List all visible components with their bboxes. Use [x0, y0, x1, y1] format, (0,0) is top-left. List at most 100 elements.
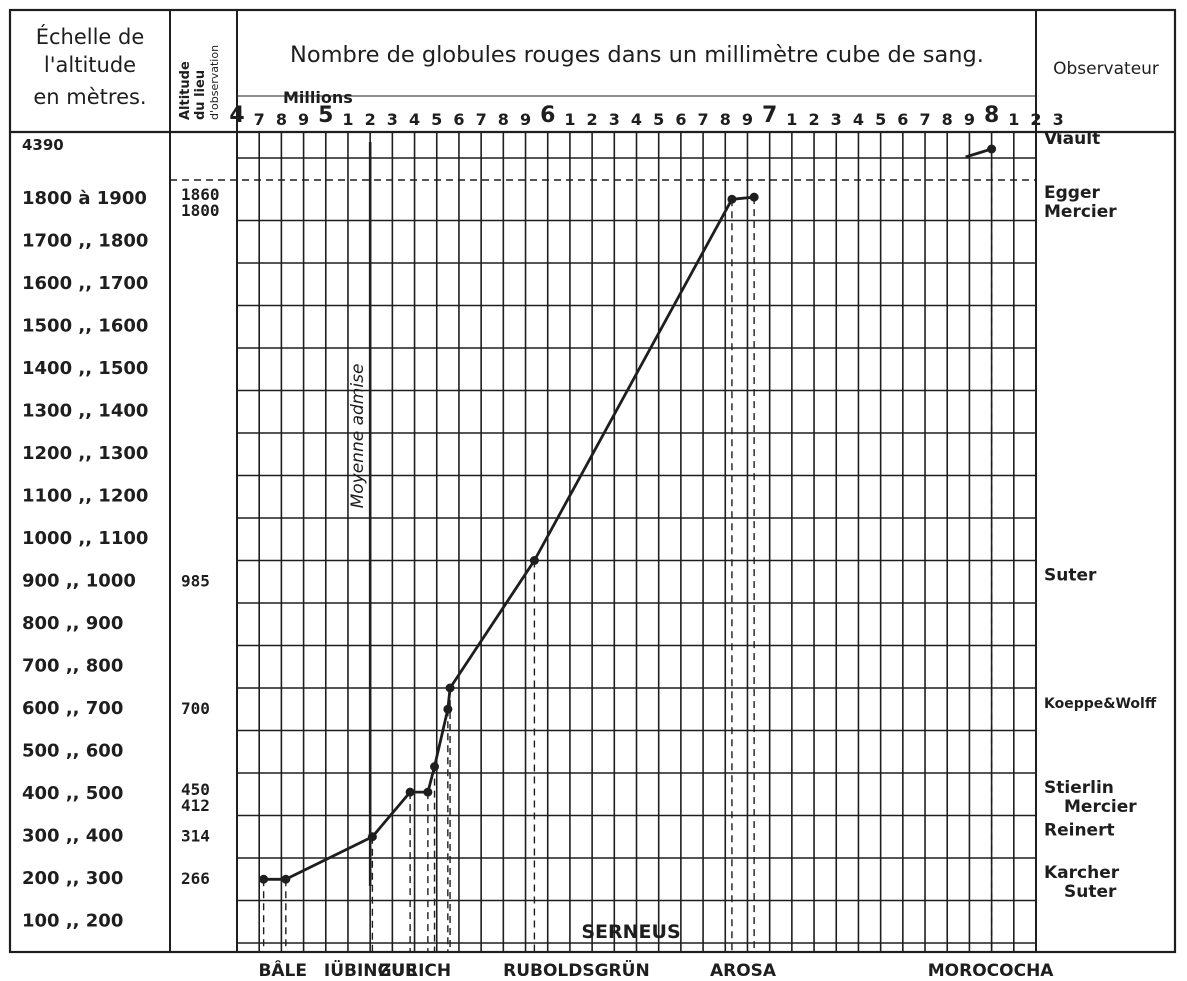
top-tick-label: 7	[762, 103, 777, 128]
altitude-title-line-3: d'observation	[208, 45, 221, 120]
top-tick-label: 7	[254, 110, 265, 129]
top-tick-label: 8	[942, 110, 953, 129]
scale-row-label: 900 ,, 1000	[22, 571, 136, 592]
top-tick-label: 4	[409, 110, 420, 129]
top-tick-label: 3	[609, 110, 620, 129]
scale-row-label: 200 ,, 300	[22, 868, 123, 889]
morococha-segment	[965, 147, 993, 159]
observer-name: Reinert	[1044, 821, 1115, 841]
data-point	[987, 144, 997, 154]
scale-row-label: 1400 ,, 1500	[22, 358, 148, 379]
scale-row-label: 800 ,, 900	[22, 613, 123, 634]
altitude-title-line-1: Altitude	[178, 61, 193, 120]
top-tick-label: 8	[720, 110, 731, 129]
top-tick-label: 3	[387, 110, 398, 129]
data-point	[443, 704, 453, 714]
observer-name: Suter	[1064, 882, 1117, 902]
altitude-title-line-2: du lieu	[193, 70, 208, 120]
scale-row-label: 1700 ,, 1800	[22, 231, 148, 252]
altitude-value: 450	[181, 780, 210, 799]
altitude-value: 985	[181, 572, 210, 591]
top-tick-label: 5	[318, 103, 333, 128]
chart-title: Nombre de globules rouges dans un millim…	[290, 42, 984, 68]
grid	[170, 133, 1059, 952]
top-tick-label: 6	[897, 110, 908, 129]
top-tick-label: 4	[853, 110, 864, 129]
top-tick-label: 1	[786, 110, 797, 129]
observer-name: Karcher	[1044, 863, 1120, 883]
altitude-value: 412	[181, 796, 210, 815]
data-point	[727, 194, 737, 204]
altitude-value: 1800	[181, 201, 220, 220]
top-tick-label: 8	[276, 110, 287, 129]
data-point	[749, 192, 759, 202]
drop-guides	[262, 149, 993, 952]
place-label: BÂLE	[258, 959, 307, 981]
altitude-column-title: Altitude du lieu d'observation	[178, 45, 221, 120]
scale-row-label: 600 ,, 700	[22, 698, 123, 719]
scale-row-label: 300 ,, 400	[22, 826, 123, 847]
scale-row-label: 1600 ,, 1700	[22, 273, 148, 294]
scale-row-label: 1200 ,, 1300	[22, 443, 148, 464]
scale-row-label: 1300 ,, 1400	[22, 401, 148, 422]
observer-name: Mercier	[1044, 202, 1117, 222]
data-point	[529, 556, 539, 565]
top-tick-label: 3	[1053, 110, 1064, 129]
top-tick-label: 2	[1030, 110, 1041, 129]
data-point	[430, 762, 440, 772]
top-tick-label: 2	[808, 110, 819, 129]
place-label: IÜBINGUE	[324, 959, 417, 981]
data-point	[405, 787, 415, 797]
scale-row-label: 1000 ,, 1100	[22, 528, 148, 549]
observer-name: Egger	[1044, 183, 1100, 203]
top-tick-label: 6	[675, 110, 686, 129]
altitude-value: 700	[181, 699, 210, 718]
top-tick-label: 2	[587, 110, 598, 129]
data-point	[281, 874, 291, 884]
serneus-label: SERNEUS	[581, 921, 680, 943]
scale-column-title-3: en mètres.	[33, 85, 146, 109]
observer-column-title: Observateur	[1053, 59, 1159, 79]
scale-row-label: 1800 à 1900	[22, 188, 147, 209]
top-tick-label: 6	[453, 110, 464, 129]
top-tick-label: 7	[919, 110, 930, 129]
data-point	[259, 874, 269, 884]
top-tick-label: 9	[742, 110, 753, 129]
top-tick-label: 5	[875, 110, 886, 129]
top-tick-label: 5	[431, 110, 442, 129]
scale-column-title-1: Échelle de	[36, 24, 145, 49]
series-line	[259, 144, 997, 884]
top-tick-label: 1	[564, 110, 575, 129]
observer-name: Koeppe&Wolff	[1044, 696, 1157, 712]
top-tick-label: 9	[298, 110, 309, 129]
top-tick-label: 9	[964, 110, 975, 129]
data-point	[445, 683, 455, 693]
scale-row-label: 500 ,, 600	[22, 741, 123, 762]
place-label: ZURICH	[379, 961, 451, 981]
top-tick-label: 8	[984, 103, 999, 128]
top-tick-label: 5	[653, 110, 664, 129]
scale-row-label: 100 ,, 200	[22, 911, 123, 932]
place-label: RUBOLDSGRÜN	[503, 959, 650, 981]
top-tick-label: 2	[365, 110, 376, 129]
top-tick-label: 9	[520, 110, 531, 129]
altitude-value: 1860	[181, 185, 220, 204]
observer-name: Stierlin	[1044, 778, 1114, 798]
mean-admitted-label: Moyenne admise	[348, 364, 368, 509]
place-label: AROSA	[710, 961, 777, 981]
top-tick-label: 8	[498, 110, 509, 129]
place-label: MOROCOCHA	[928, 961, 1055, 981]
top-tick-label: 4	[229, 103, 244, 128]
altitude-value: 266	[181, 869, 210, 888]
altitude-value: 314	[181, 827, 210, 846]
data-point	[423, 787, 433, 797]
top-tick-label: 7	[698, 110, 709, 129]
scale-row-label: 700 ,, 800	[22, 656, 123, 677]
scale-row-label: 4390	[22, 136, 64, 154]
top-tick-label: 3	[831, 110, 842, 129]
top-tick-label: 1	[1008, 110, 1019, 129]
